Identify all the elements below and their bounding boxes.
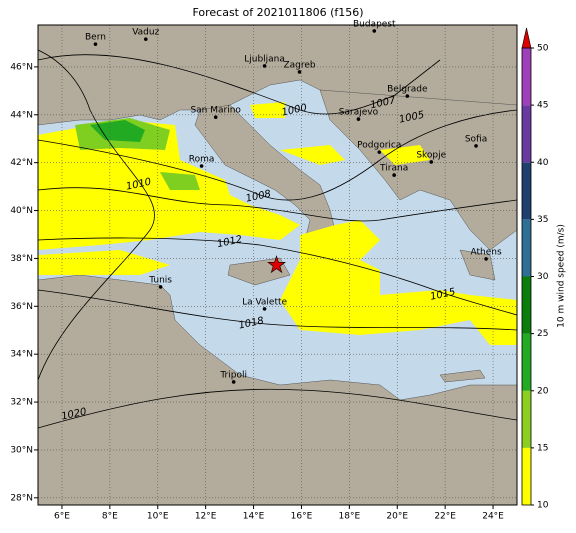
city-label: Skopje (416, 150, 446, 160)
colorbar-tick-label: 20 (537, 386, 549, 396)
x-tick-label: 14°E (243, 512, 265, 522)
city-dot (377, 150, 382, 154)
isobar (38, 54, 441, 115)
isobar-label: 1010 (125, 177, 152, 193)
land (38, 274, 517, 505)
colorbar-segment (522, 162, 531, 220)
city-label: Tirana (379, 164, 408, 174)
isobar (38, 237, 517, 316)
plot-layer: 6°E 8°E 10°E 12°E 14°E 16°E 18°E 20°E 22°E 24°E 28… (10, 19, 548, 521)
wind-area (280, 220, 517, 345)
isobar-label: 1000 (281, 102, 308, 118)
city-label: Bern (85, 33, 106, 43)
city-dot (474, 144, 478, 148)
location-marker (267, 255, 287, 274)
colorbar-segment (522, 333, 531, 391)
y-tick-label: 32°N (10, 398, 33, 408)
x-tick-label: 10°E (147, 512, 169, 522)
x-tick-label: 22°E (434, 512, 456, 522)
city-label: Tripoli (219, 370, 247, 380)
isobar (38, 289, 517, 331)
x-tick-label: 6°E (54, 512, 70, 522)
colorbar-tick-label: 45 (537, 101, 548, 111)
isobar-label: 1008 (245, 189, 272, 205)
x-tick-label: 8°E (102, 512, 118, 522)
city-label: Ljubljana (244, 54, 285, 64)
colorbar-segment (522, 105, 531, 163)
colorbar-tick-label: 30 (537, 272, 549, 282)
city-label: Vaduz (132, 28, 159, 38)
city-dot (213, 115, 218, 119)
isobar-label: 1012 (216, 234, 243, 250)
city-label: Budapest (353, 19, 396, 29)
isobar (38, 388, 517, 429)
city-dot (372, 29, 377, 33)
city-label: San Marino (190, 106, 241, 116)
isobar-label: 1020 (60, 406, 87, 422)
y-tick-label: 42°N (10, 158, 33, 168)
colorbar-tick-label: 25 (537, 329, 548, 339)
city-dot (405, 94, 410, 98)
colorbar-tick-label: 15 (537, 443, 548, 453)
city-label: Sarajevo (339, 108, 379, 118)
colorbar-segment (522, 219, 531, 277)
city-dot (158, 285, 163, 289)
colorbar-extend (521, 27, 532, 49)
city-dot (199, 164, 204, 168)
colorbar-segment (522, 276, 531, 334)
y-tick-label: 36°N (10, 302, 33, 312)
y-tick-label: 46°N (10, 62, 33, 72)
wind-area (90, 120, 145, 142)
colorbar-segment (522, 447, 531, 505)
city-dot (297, 70, 302, 74)
x-tick-label: 12°E (195, 512, 217, 522)
city-label: Sofia (465, 134, 487, 144)
city-dot (143, 37, 148, 41)
x-tick-label: 18°E (339, 512, 361, 522)
y-tick-label: 44°N (10, 110, 33, 120)
city-dot (93, 42, 98, 46)
colorbar-tick-label: 35 (537, 215, 548, 225)
colorbar-tick-label: 40 (537, 158, 549, 168)
map-frame (37, 24, 518, 506)
city-label: Athens (471, 247, 502, 257)
colorbar-label: 10 m wind speed (m/s) (557, 224, 567, 328)
city-dot (262, 307, 267, 311)
isobar-label: 1005 (398, 110, 425, 126)
isobar (38, 187, 517, 222)
city-dot (356, 117, 361, 121)
city-label: Belgrade (387, 85, 428, 95)
land (319, 89, 517, 251)
y-tick-label: 38°N (10, 254, 33, 264)
isobar-label: 1007 (369, 95, 397, 111)
colorbar-segment (522, 48, 531, 106)
city-label: Roma (189, 155, 215, 165)
isobar-label: 1015 (429, 287, 456, 303)
city-dot (484, 257, 488, 261)
y-tick-label: 40°N (10, 206, 33, 216)
city-dot (231, 380, 236, 384)
y-tick-label: 30°N (10, 445, 33, 455)
city-label: Tunis (148, 275, 172, 285)
wind-area (38, 102, 430, 275)
city-dot (429, 160, 434, 164)
city-dot (262, 64, 267, 68)
city-label: Zagreb (283, 60, 315, 70)
city-label: Podgorica (357, 141, 401, 151)
colorbar-tick-label: 10 (537, 501, 549, 511)
y-tick-label: 28°N (10, 493, 33, 503)
x-tick-label: 24°E (482, 512, 504, 522)
colorbar-tick-label: 50 (537, 44, 549, 54)
x-tick-label: 20°E (386, 512, 408, 522)
isobar-label: 1018 (238, 316, 265, 332)
city-dot (392, 173, 396, 177)
x-tick-label: 16°E (291, 512, 313, 522)
y-tick-label: 34°N (10, 350, 33, 360)
city-label: La Valette (242, 297, 287, 307)
chart-title: Forecast of 2021011806 (f156) (192, 6, 363, 19)
isobar (38, 109, 517, 201)
colorbar-segment (522, 390, 531, 448)
